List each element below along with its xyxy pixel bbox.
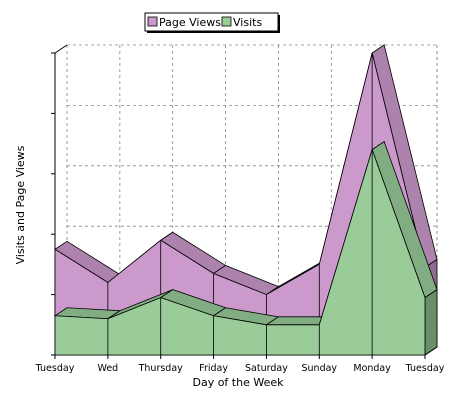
x-tick-label: Sunday (302, 363, 338, 374)
series-areas (53, 44, 438, 356)
series-page-views (54, 44, 438, 356)
x-tick-label: Friday (199, 363, 228, 374)
y-axis-label: Visits and Page Views (14, 145, 27, 264)
legend: Page Views Visits (144, 12, 280, 33)
x-tick-label: Saturday (245, 363, 288, 374)
legend-label-page-views: Page Views (159, 16, 221, 29)
legend-swatch-visits (221, 16, 232, 27)
legend-box (144, 12, 279, 32)
x-tick-label: Tuesday (405, 363, 445, 374)
x-tick-label: Tuesday (35, 363, 75, 374)
x-tick-label: Wed (97, 363, 118, 374)
area-front-visits (54, 148, 426, 356)
x-tick-labels: Tuesday Wed Thursday Friday Saturday Sunday Mo… (35, 363, 445, 374)
legend-swatch-page-views (147, 16, 158, 27)
y-axis-depth (54, 44, 68, 54)
x-axis-label: Day of the Week (192, 376, 284, 389)
x-tick-label: Monday (353, 363, 391, 374)
series-visits (53, 140, 438, 356)
legend-label-visits: Visits (233, 16, 262, 29)
area-side (424, 288, 438, 356)
x-tick-label: Thursday (138, 363, 184, 374)
